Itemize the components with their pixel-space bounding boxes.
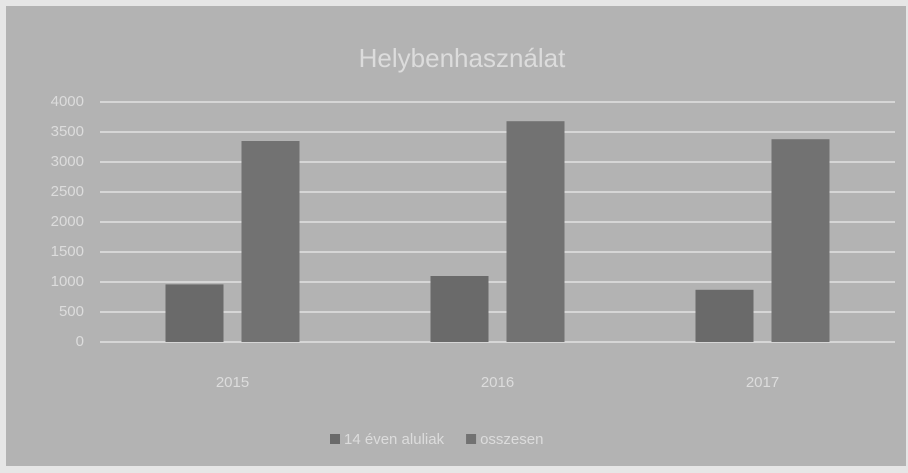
y-tick-label: 1000 bbox=[51, 273, 84, 290]
y-tick-label: 3000 bbox=[51, 153, 84, 170]
bar bbox=[165, 284, 224, 342]
bar bbox=[506, 121, 565, 342]
y-tick-label: 1500 bbox=[51, 243, 84, 260]
bar bbox=[695, 289, 754, 342]
chart-background bbox=[6, 6, 906, 466]
y-tick-label: 2500 bbox=[51, 183, 84, 200]
legend-swatch bbox=[330, 434, 340, 444]
bar bbox=[241, 141, 300, 342]
x-tick-label: 2017 bbox=[746, 374, 779, 391]
y-tick-label: 2000 bbox=[51, 213, 84, 230]
chart-title: Helybenhasználat bbox=[359, 43, 566, 73]
bar bbox=[771, 139, 830, 342]
legend-label: osszesen bbox=[480, 431, 543, 448]
bar bbox=[430, 276, 489, 342]
x-tick-label: 2016 bbox=[481, 374, 514, 391]
legend-label: 14 éven aluliak bbox=[344, 431, 445, 448]
legend-swatch bbox=[466, 434, 477, 444]
y-tick-label: 0 bbox=[76, 333, 84, 350]
y-tick-label: 3500 bbox=[51, 123, 84, 140]
y-tick-label: 500 bbox=[59, 303, 84, 320]
y-tick-label: 4000 bbox=[51, 93, 84, 110]
x-tick-label: 2015 bbox=[216, 374, 249, 391]
